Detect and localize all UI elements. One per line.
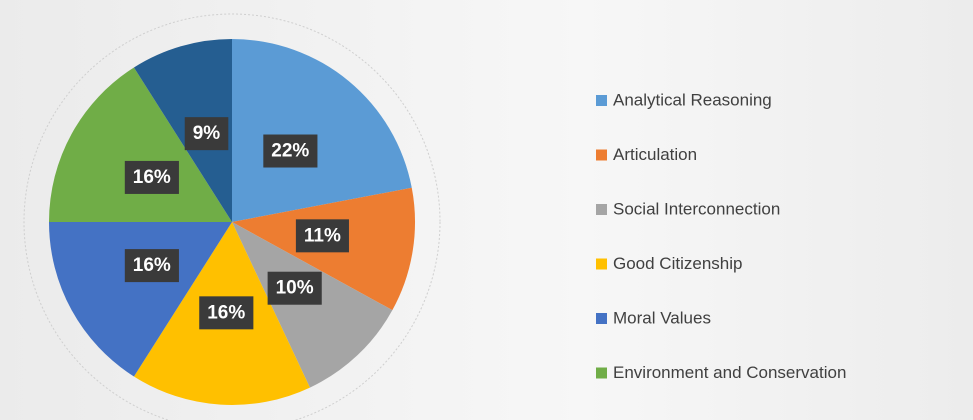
data-label-box: [267, 271, 322, 305]
data-label-box: [199, 296, 254, 330]
decor-ring: [23, 13, 441, 420]
legend-label: Social Interconnection: [613, 199, 780, 218]
pie-slice: [49, 222, 232, 377]
legend-swatch: [596, 95, 607, 106]
data-label: 22%: [271, 141, 309, 162]
data-label-box: [184, 117, 229, 151]
data-label-box: [263, 134, 318, 168]
legend: Analytical Reasoning Articulation Social I…: [596, 90, 894, 420]
legend-label: Self-Regulated and Lifelong Learning: [613, 417, 894, 420]
legend-label: Environment and Conservation: [613, 363, 846, 382]
legend-swatch: [596, 313, 607, 324]
data-label: 11%: [304, 225, 341, 246]
data-label: 16%: [133, 167, 171, 188]
legend-label: Articulation: [613, 145, 697, 164]
pie: [49, 39, 415, 405]
data-label: 9%: [193, 123, 221, 144]
legend-label: Good Citizenship: [613, 254, 742, 273]
data-label: 16%: [207, 302, 245, 323]
pie-slice: [232, 39, 412, 222]
data-label-box: [124, 160, 179, 194]
pie-slice: [133, 39, 232, 222]
legend-swatch: [596, 149, 607, 161]
legend-swatch: [596, 367, 607, 379]
legend-label: Analytical Reasoning: [613, 90, 772, 109]
pie-slice: [49, 67, 232, 222]
data-label-box: [124, 249, 179, 283]
legend-label: Moral Values: [613, 308, 711, 327]
pie-slice: [232, 222, 393, 388]
data-label: 16%: [133, 255, 171, 276]
data-label: 10%: [276, 278, 314, 299]
legend-swatch: [596, 204, 607, 215]
data-labels: 22% 11% 10% 16% 16% 16% 9%: [124, 117, 349, 330]
legend-swatch: [596, 258, 607, 270]
data-label-box: [295, 219, 349, 253]
